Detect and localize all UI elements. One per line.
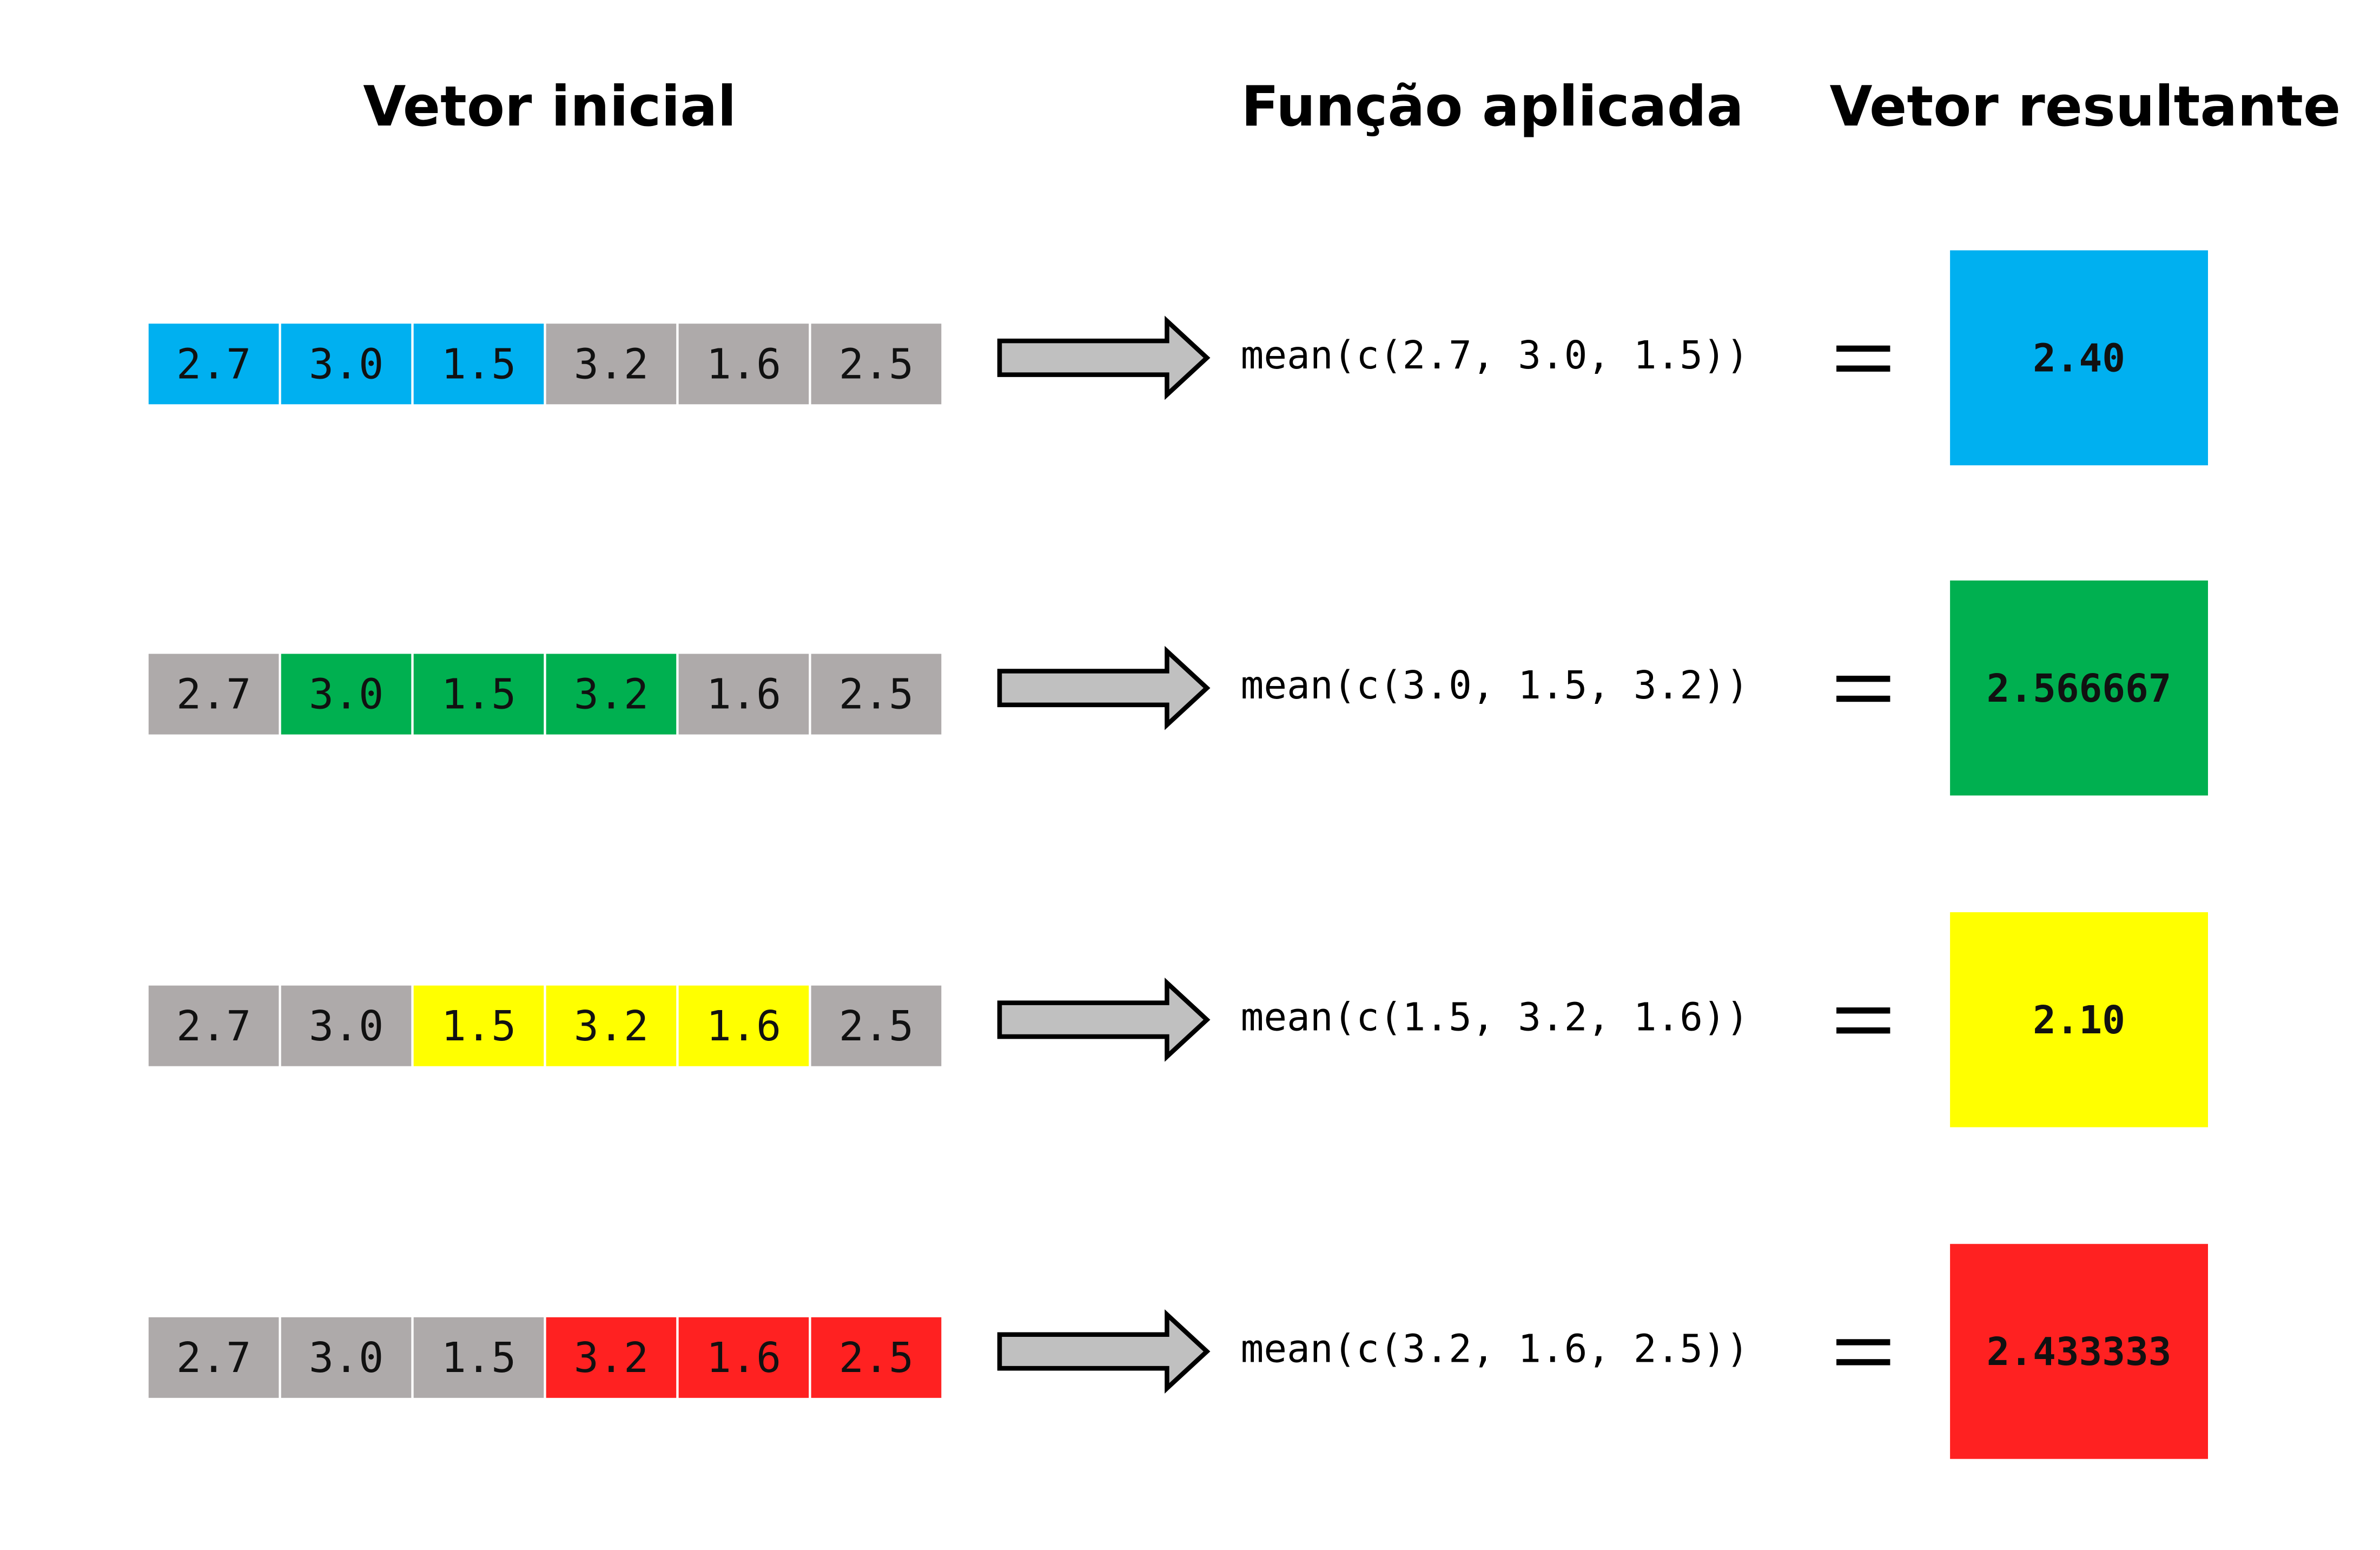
equals-bar (1836, 1359, 1890, 1366)
cell-value: 1.5 (441, 340, 516, 388)
cell-value: 3.0 (309, 1334, 384, 1382)
function-text: mean(c(2.7, 3.0, 1.5)) (1241, 333, 1749, 378)
equals-bar (1836, 695, 1890, 702)
vector-cell (676, 1315, 811, 1401)
vector-cell (411, 1315, 546, 1401)
column-header: Vetor inicial (363, 75, 736, 139)
function-text: mean(c(3.2, 1.6, 2.5)) (1241, 1327, 1749, 1371)
column-header: Função aplicada (1241, 75, 1744, 139)
equals-bar (1836, 365, 1890, 372)
cell-value: 3.2 (574, 671, 649, 719)
vector-cell (411, 651, 546, 737)
cell-value: 1.5 (441, 671, 516, 719)
vector-cell (544, 651, 679, 737)
function-text: mean(c(1.5, 3.2, 1.6)) (1241, 994, 1749, 1039)
vector-cell (411, 983, 546, 1068)
vector-cell (279, 1315, 414, 1401)
column-header: Vetor resultante (1830, 75, 2341, 139)
cell-value: 1.6 (706, 671, 781, 719)
vector-cell (809, 321, 944, 407)
equals-bar (1836, 1339, 1890, 1345)
vector-cell (146, 1315, 281, 1401)
result-value: 2.566667 (1987, 666, 2172, 711)
vector-cell (279, 321, 414, 407)
vector-cell (411, 321, 546, 407)
arrow (997, 977, 1211, 1062)
cell-value: 3.2 (574, 340, 649, 388)
equals-bar (1836, 345, 1890, 352)
result-box (1950, 912, 2208, 1127)
equals-bar (1836, 1007, 1890, 1014)
equals-bar (1836, 1027, 1890, 1034)
result-box (1950, 1244, 2208, 1459)
function-text: mean(c(3.0, 1.5, 3.2)) (1241, 663, 1749, 708)
result-value: 2.40 (2033, 336, 2125, 381)
arrow (997, 645, 1211, 730)
cell-value: 2.7 (176, 1002, 251, 1051)
cell-value: 1.6 (706, 340, 781, 388)
vector-cell (146, 651, 281, 737)
vector-cell (809, 1315, 944, 1401)
result-value: 2.433333 (1987, 1329, 2172, 1374)
vector-cell (676, 651, 811, 737)
cell-value: 2.5 (839, 340, 914, 388)
cell-value: 1.6 (706, 1002, 781, 1051)
arrow (997, 1309, 1211, 1394)
vector-cell (809, 651, 944, 737)
cell-value: 2.7 (176, 671, 251, 719)
cell-value: 2.5 (839, 1334, 914, 1382)
cell-value: 3.0 (309, 340, 384, 388)
vector-cell (676, 983, 811, 1068)
cell-value: 3.0 (309, 671, 384, 719)
cell-value: 2.5 (839, 1002, 914, 1051)
cell-value: 3.2 (574, 1002, 649, 1051)
equals-bar (1836, 675, 1890, 682)
vector-cell (146, 983, 281, 1068)
cell-value: 2.7 (176, 1334, 251, 1382)
result-box (1950, 580, 2208, 796)
arrow (997, 315, 1211, 400)
vector-cell (676, 321, 811, 407)
vector-cell (544, 983, 679, 1068)
cell-value: 2.7 (176, 340, 251, 388)
result-value: 2.10 (2033, 998, 2125, 1043)
result-box (1950, 250, 2208, 466)
vector-cell (544, 1315, 679, 1401)
vector-cell (279, 983, 414, 1068)
cell-value: 2.5 (839, 671, 914, 719)
cell-value: 1.6 (706, 1334, 781, 1382)
cell-value: 3.2 (574, 1334, 649, 1382)
vector-cell (544, 321, 679, 407)
vector-cell (809, 983, 944, 1068)
cell-value: 1.5 (441, 1334, 516, 1382)
vector-cell (279, 651, 414, 737)
vector-cell (146, 321, 281, 407)
cell-value: 3.0 (309, 1002, 384, 1051)
cell-value: 1.5 (441, 1002, 516, 1051)
